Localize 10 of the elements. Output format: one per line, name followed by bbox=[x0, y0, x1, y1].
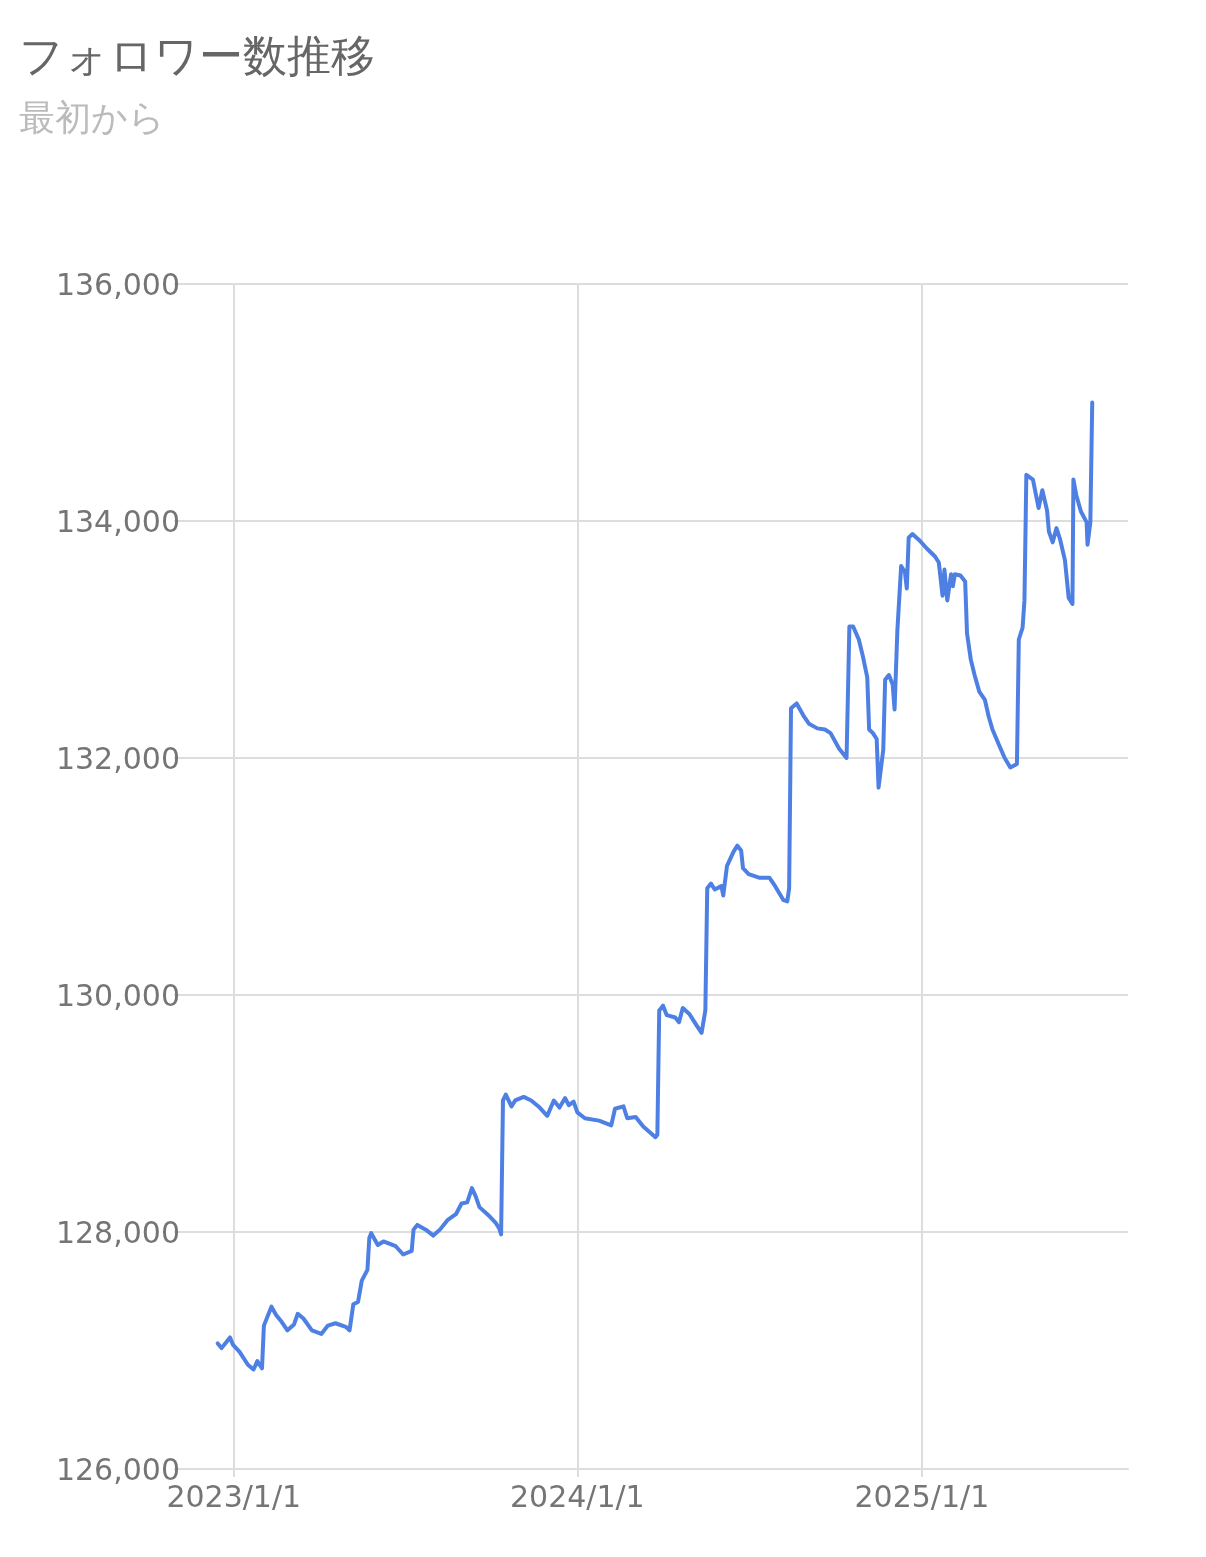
line-series bbox=[215, 400, 1095, 1372]
chart-subtitle: 最初から bbox=[19, 96, 165, 138]
y-tick-label: 136,000 bbox=[55, 266, 180, 302]
x-tick-label: 2025/1/1 bbox=[854, 1478, 990, 1514]
chart-title: フォロワー数推移 bbox=[19, 29, 375, 81]
x-tick-label: 2024/1/1 bbox=[509, 1478, 645, 1514]
y-tick-label: 134,000 bbox=[55, 503, 180, 539]
y-tick-label: 128,000 bbox=[55, 1214, 180, 1250]
y-tick-label: 130,000 bbox=[55, 977, 180, 1013]
y-tick-label: 132,000 bbox=[55, 740, 180, 776]
